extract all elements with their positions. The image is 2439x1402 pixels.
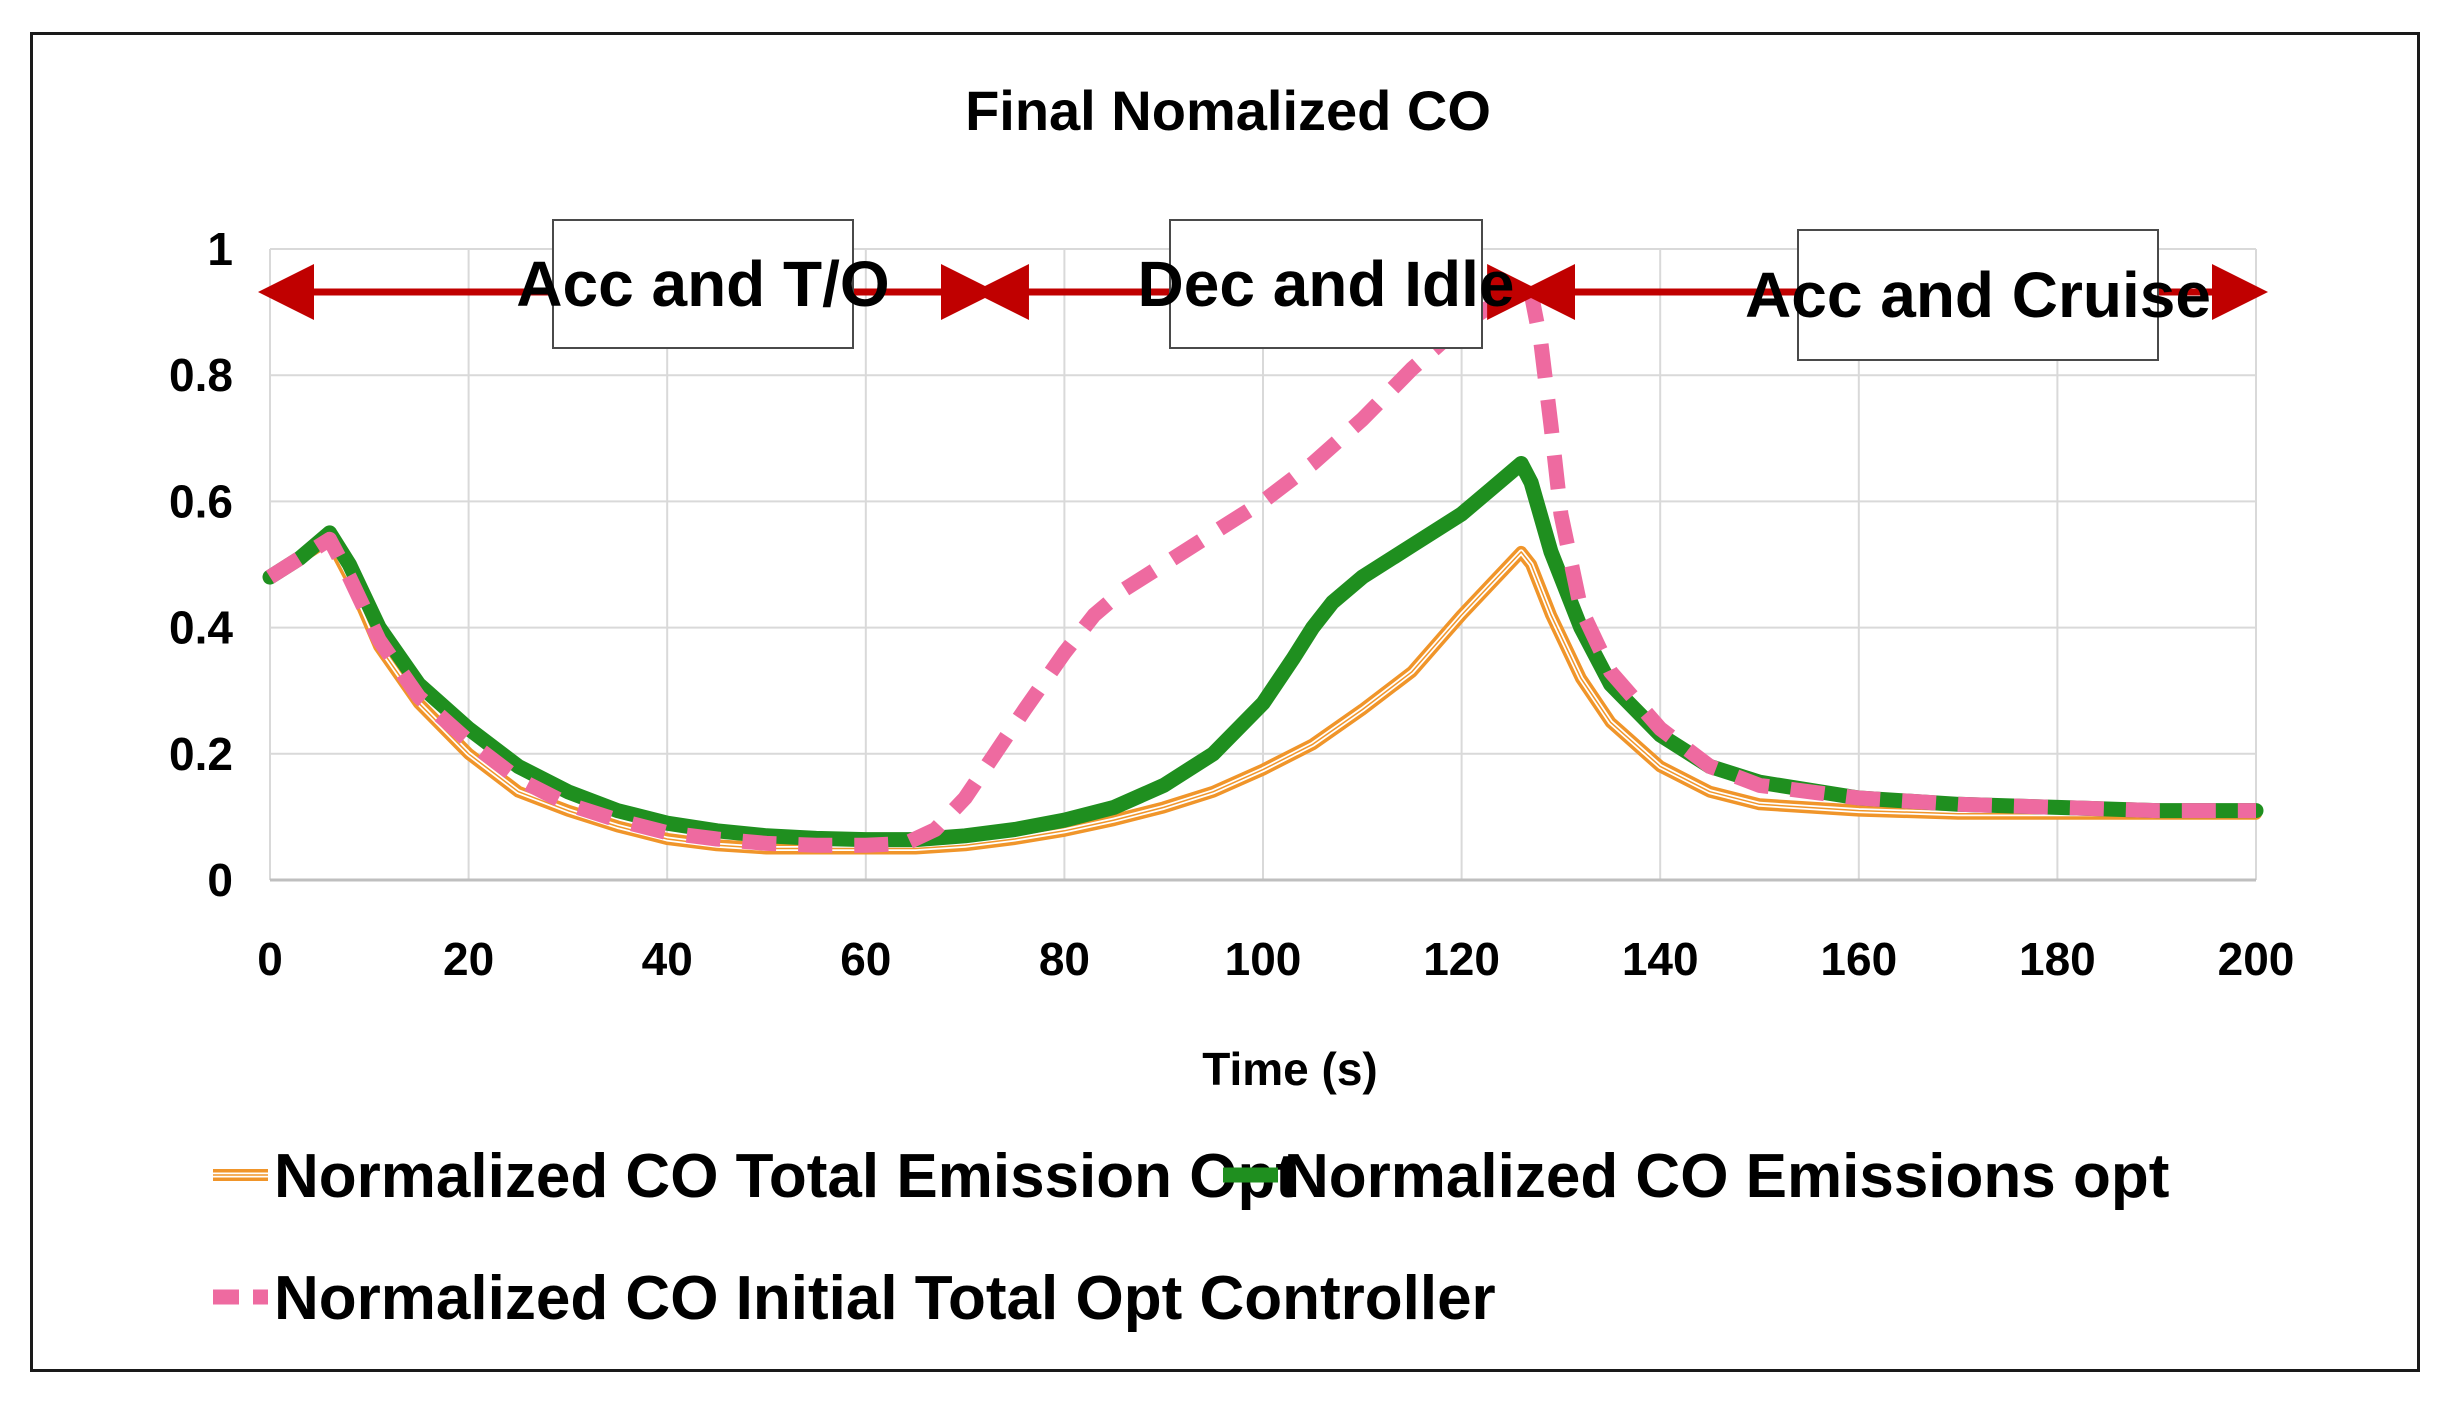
legend-item-1: Normalized CO Total Emission Opt [213,1142,1296,1211]
y-tick-label: 0.6 [169,475,233,527]
phase-label-box [1169,219,1483,349]
y-tick-label: 0 [207,854,233,906]
chart-title: Final Nomalized CO [965,79,1491,142]
x-tick-label: 60 [840,933,891,985]
x-tick-label: 200 [2218,933,2295,985]
legend: Normalized CO Total Emission OptNormaliz… [213,1142,2169,1333]
legend-item-3: Normalized CO Initial Total Opt Controll… [213,1264,1496,1333]
line-chart: Final Nomalized CO 0 0.2 0.4 0.6 0.8 1 0 20 40 6… [169,79,2294,1333]
phase-annotation-2: Dec and Idle [972,219,1544,349]
x-tick-label: 180 [2019,933,2096,985]
phase-annotation-1: Acc and T/O [258,219,997,349]
phase-label-box [552,219,854,349]
phase-label: Dec and Idle [1138,248,1515,320]
x-tick-label: 0 [257,933,283,985]
y-tick-labels: 0 0.2 0.4 0.6 0.8 1 [169,223,233,906]
y-tick-label: 0.4 [169,602,233,654]
x-axis-label: Time (s) [1202,1043,1378,1095]
x-tick-label: 120 [1423,933,1500,985]
x-tick-label: 40 [642,933,693,985]
x-tick-label: 100 [1225,933,1302,985]
x-tick-label: 20 [443,933,494,985]
legend-label: Normalized CO Total Emission Opt [274,1142,1296,1211]
legend-label: Normalized CO Emissions opt [1284,1142,2169,1211]
y-tick-label: 1 [207,223,233,275]
phase-annotations: Acc and T/O Dec and Idle Acc and Cruise [258,219,2268,361]
x-tick-label: 140 [1622,933,1699,985]
legend-label: Normalized CO Initial Total Opt Controll… [274,1264,1496,1333]
phase-label: Acc and Cruise [1745,259,2211,331]
y-tick-label: 0.8 [169,349,233,401]
phase-label: Acc and T/O [516,248,889,320]
phase-annotation-3: Acc and Cruise [1519,229,2268,361]
series-line-3 [265,285,2256,853]
series-line-1 [264,533,2262,855]
phase-label-box [1797,229,2159,361]
legend-item-2: Normalized CO Emissions opt [1223,1142,2169,1211]
x-tick-label: 80 [1039,933,1090,985]
chart-frame: Final Nomalized CO 0 0.2 0.4 0.6 0.8 1 0 20 40 6… [30,32,2420,1372]
x-tick-labels: 0 20 40 60 80 100 120 140 160 180 200 [257,933,2294,985]
series-group [262,285,2264,855]
x-tick-label: 160 [1820,933,1897,985]
y-tick-label: 0.2 [169,728,233,780]
